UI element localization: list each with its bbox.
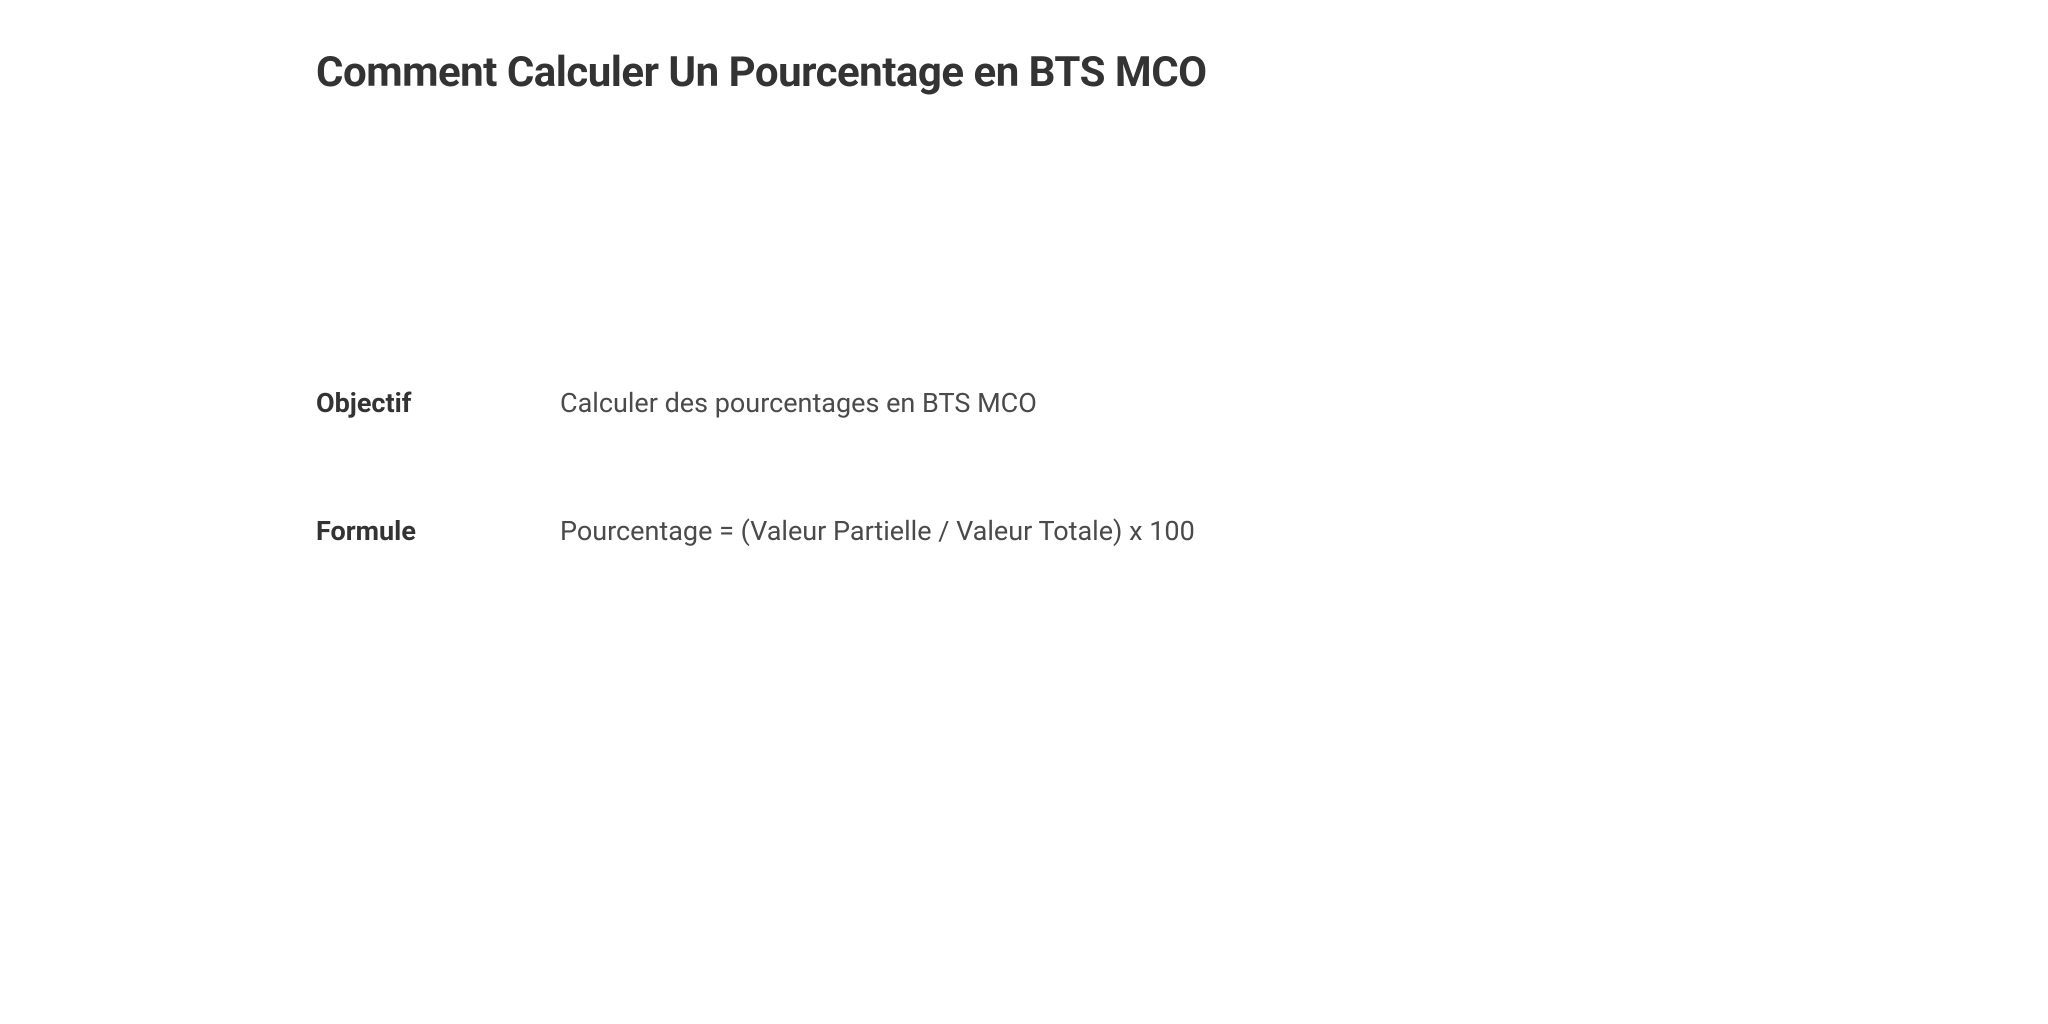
page-title: Comment Calculer Un Pourcentage en BTS M… bbox=[316, 48, 1732, 97]
row-label-formule: Formule bbox=[316, 515, 560, 547]
row-value-formule: Pourcentage = (Valeur Partielle / Valeur… bbox=[560, 515, 1195, 547]
document-container: Comment Calculer Un Pourcentage en BTS M… bbox=[0, 0, 2048, 547]
row-label-objectif: Objectif bbox=[316, 387, 560, 419]
table-row: Objectif Calculer des pourcentages en BT… bbox=[316, 387, 1732, 419]
table-row: Formule Pourcentage = (Valeur Partielle … bbox=[316, 515, 1732, 547]
definition-table: Objectif Calculer des pourcentages en BT… bbox=[316, 387, 1732, 547]
row-value-objectif: Calculer des pourcentages en BTS MCO bbox=[560, 387, 1037, 419]
